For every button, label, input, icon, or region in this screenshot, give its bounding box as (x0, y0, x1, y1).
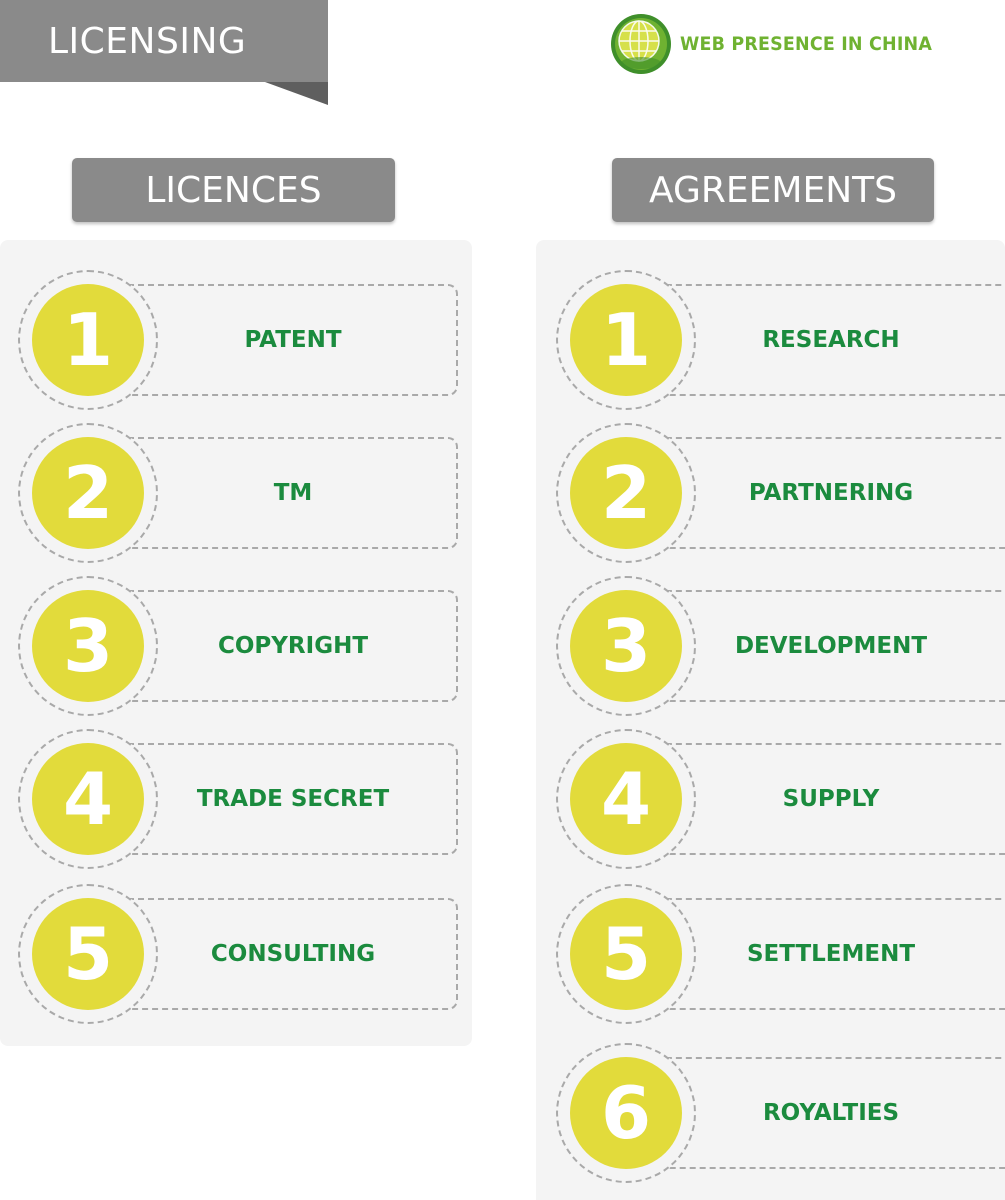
item-number: 4 (32, 743, 144, 855)
item-label: CONSULTING (210, 941, 376, 967)
item-number: 2 (32, 437, 144, 549)
item-number: 1 (570, 284, 682, 396)
item-label: ROYALTIES (762, 1100, 900, 1126)
licensing-banner: LICENSING (0, 0, 328, 82)
licences-header: LICENCES (72, 158, 395, 222)
agreements-header: AGREEMENTS (612, 158, 934, 222)
item-label: PATENT (244, 327, 342, 353)
logo-text: WEB PRESENCE IN CHINA (680, 33, 933, 55)
page-title: LICENSING (48, 20, 247, 62)
item-number: 1 (32, 284, 144, 396)
agreements-title: AGREEMENTS (649, 169, 897, 211)
item-label: DEVELOPMENT (734, 633, 928, 659)
item-label: SETTLEMENT (746, 941, 916, 967)
item-label: SUPPLY (782, 786, 880, 812)
item-label: TM (273, 480, 313, 506)
logo: WEB PRESENCE IN CHINA (610, 12, 954, 76)
item-label: COPYRIGHT (217, 633, 369, 659)
item-label: PARTNERING (748, 480, 914, 506)
licences-title: LICENCES (145, 169, 322, 211)
item-number: 3 (32, 590, 144, 702)
globe-icon (611, 14, 671, 74)
item-number: 4 (570, 743, 682, 855)
item-number: 5 (32, 898, 144, 1010)
item-number: 2 (570, 437, 682, 549)
item-number: 6 (570, 1057, 682, 1169)
item-label: TRADE SECRET (196, 786, 390, 812)
item-number: 5 (570, 898, 682, 1010)
banner-fold (265, 82, 328, 105)
item-number: 3 (570, 590, 682, 702)
item-label: RESEARCH (762, 327, 900, 353)
